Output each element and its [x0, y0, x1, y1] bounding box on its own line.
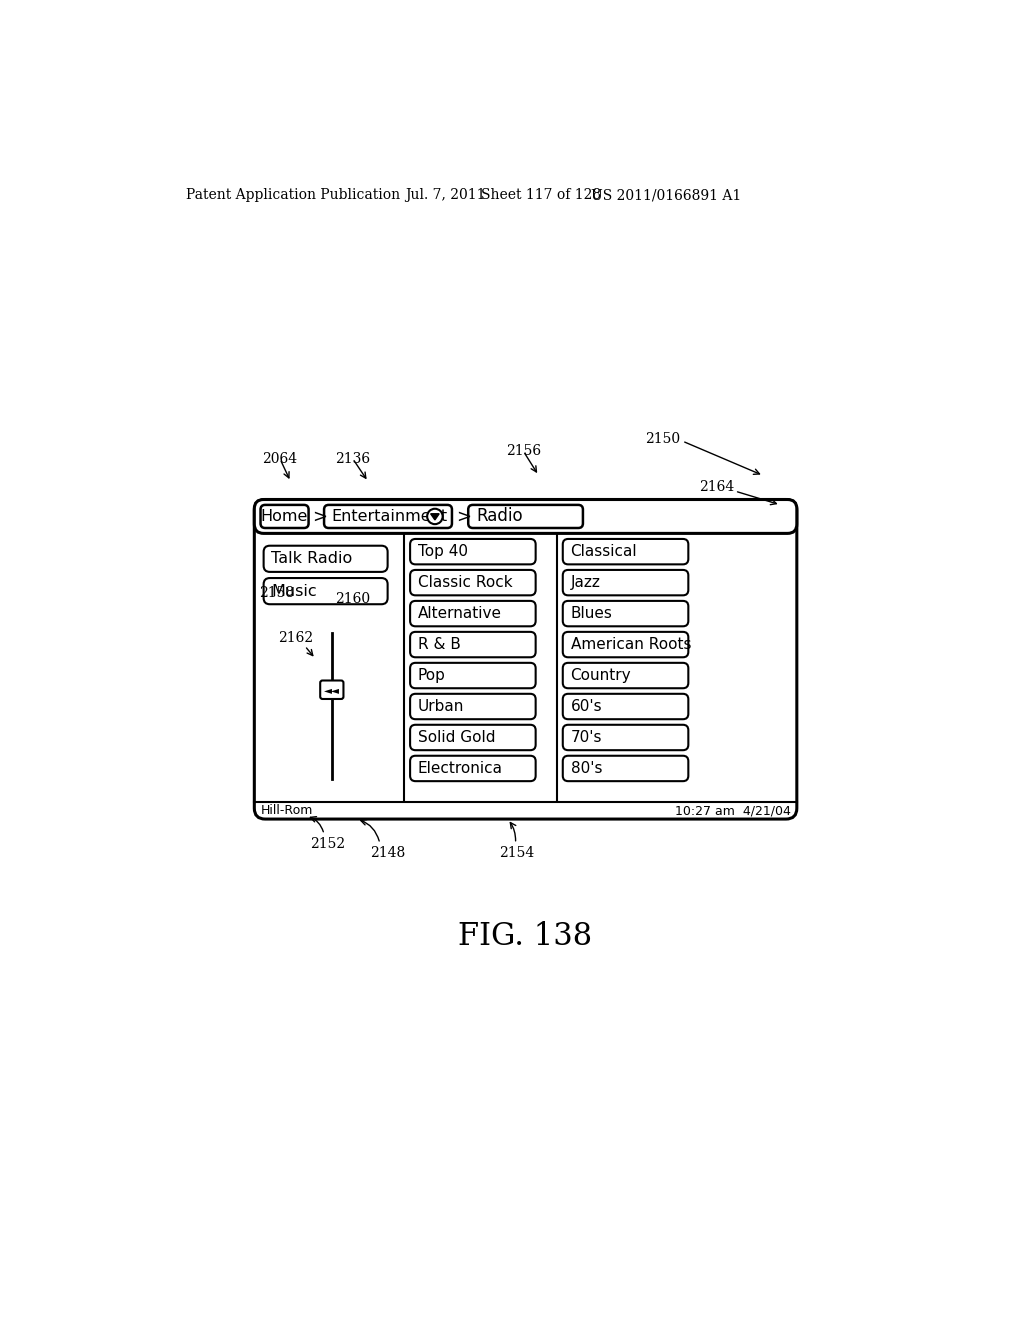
- FancyBboxPatch shape: [410, 694, 536, 719]
- FancyBboxPatch shape: [563, 694, 688, 719]
- Text: Sheet 117 of 128: Sheet 117 of 128: [480, 189, 601, 202]
- Text: 2150: 2150: [645, 433, 680, 446]
- Text: >: >: [456, 507, 471, 525]
- Text: 10:27 am  4/21/04: 10:27 am 4/21/04: [675, 804, 791, 817]
- Text: Jul. 7, 2011: Jul. 7, 2011: [406, 189, 486, 202]
- Text: 2136: 2136: [335, 451, 371, 466]
- Text: Electronica: Electronica: [418, 760, 503, 776]
- Text: FIG. 138: FIG. 138: [458, 920, 592, 952]
- Text: >: >: [311, 507, 327, 525]
- FancyBboxPatch shape: [410, 539, 536, 565]
- FancyBboxPatch shape: [263, 578, 388, 605]
- FancyBboxPatch shape: [563, 632, 688, 657]
- FancyBboxPatch shape: [254, 499, 797, 818]
- Text: R & B: R & B: [418, 638, 461, 652]
- Text: 2156: 2156: [506, 444, 541, 458]
- Text: Hill-Rom: Hill-Rom: [260, 804, 313, 817]
- Text: Jazz: Jazz: [570, 576, 600, 590]
- Text: Alternative: Alternative: [418, 606, 502, 622]
- Text: Blues: Blues: [570, 606, 612, 622]
- FancyBboxPatch shape: [410, 756, 536, 781]
- Text: Pop: Pop: [418, 668, 445, 682]
- Text: Country: Country: [570, 668, 631, 682]
- Text: 2152: 2152: [310, 837, 345, 850]
- Text: Talk Radio: Talk Radio: [271, 552, 352, 566]
- FancyBboxPatch shape: [321, 681, 343, 700]
- FancyBboxPatch shape: [410, 663, 536, 688]
- Text: 60's: 60's: [570, 700, 602, 714]
- Text: 2162: 2162: [278, 631, 313, 645]
- Text: Solid Gold: Solid Gold: [418, 730, 496, 744]
- FancyBboxPatch shape: [410, 725, 536, 750]
- FancyBboxPatch shape: [563, 663, 688, 688]
- FancyBboxPatch shape: [410, 601, 536, 626]
- Text: Entertainment: Entertainment: [332, 510, 447, 524]
- Text: Classic Rock: Classic Rock: [418, 576, 512, 590]
- Text: US 2011/0166891 A1: US 2011/0166891 A1: [592, 189, 741, 202]
- FancyBboxPatch shape: [563, 570, 688, 595]
- FancyBboxPatch shape: [563, 756, 688, 781]
- FancyBboxPatch shape: [324, 506, 452, 528]
- Text: 2148: 2148: [370, 846, 406, 859]
- FancyBboxPatch shape: [563, 539, 688, 565]
- FancyBboxPatch shape: [468, 506, 583, 528]
- Text: 2158: 2158: [259, 586, 294, 599]
- FancyBboxPatch shape: [563, 725, 688, 750]
- Text: Patent Application Publication: Patent Application Publication: [186, 189, 400, 202]
- Circle shape: [427, 508, 442, 524]
- FancyBboxPatch shape: [563, 601, 688, 626]
- Text: 2164: 2164: [699, 480, 734, 494]
- Text: 2154: 2154: [500, 846, 535, 859]
- Text: American Roots: American Roots: [570, 638, 691, 652]
- Text: 70's: 70's: [570, 730, 602, 744]
- Text: 2160: 2160: [335, 591, 371, 606]
- Text: Top 40: Top 40: [418, 544, 468, 560]
- Text: Classical: Classical: [570, 544, 637, 560]
- FancyBboxPatch shape: [263, 545, 388, 572]
- Text: Radio: Radio: [476, 507, 522, 525]
- Text: 2064: 2064: [262, 451, 297, 466]
- Text: Music: Music: [271, 583, 317, 599]
- FancyBboxPatch shape: [254, 499, 797, 533]
- FancyBboxPatch shape: [410, 570, 536, 595]
- FancyBboxPatch shape: [260, 506, 308, 528]
- Text: 80's: 80's: [570, 760, 602, 776]
- Polygon shape: [431, 513, 439, 520]
- Text: ◄◄: ◄◄: [324, 685, 340, 694]
- Text: Urban: Urban: [418, 700, 464, 714]
- Text: Home: Home: [261, 510, 308, 524]
- FancyBboxPatch shape: [410, 632, 536, 657]
